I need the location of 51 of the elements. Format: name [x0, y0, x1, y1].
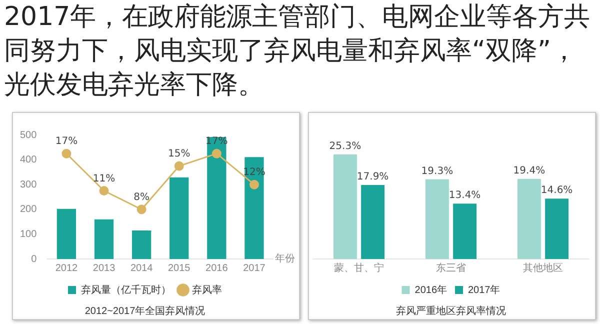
- legend-label: 弃风量（亿千瓦时）: [81, 284, 171, 296]
- bar: [94, 219, 114, 259]
- bar: [56, 208, 76, 259]
- data-label: 19.4%: [513, 165, 546, 176]
- data-label: 19.3%: [421, 166, 454, 177]
- bar: [170, 177, 189, 259]
- bar: [333, 154, 357, 259]
- data-label: 17%: [55, 136, 78, 148]
- point: [62, 148, 72, 158]
- y-tick-label: 500: [20, 130, 38, 141]
- data-label: 11%: [92, 173, 116, 184]
- x-axis-title: 年份: [275, 252, 295, 265]
- bar: [132, 230, 152, 259]
- bar: [244, 157, 264, 259]
- data-label: 8%: [134, 192, 150, 203]
- bar: [517, 178, 541, 259]
- x-tick-label: 2016: [206, 262, 228, 274]
- y-tick-label: 400: [20, 154, 38, 166]
- y-tick-label: 0: [31, 254, 38, 265]
- point: [212, 148, 222, 158]
- x-tick-label: 2014: [130, 262, 154, 274]
- data-label: 14.6%: [540, 185, 573, 196]
- data-label: 13.4%: [448, 190, 481, 202]
- bar: [207, 136, 226, 259]
- point: [99, 186, 109, 196]
- bar: [361, 185, 385, 259]
- text: 弃风严重地区弃风率情况: [396, 304, 506, 317]
- bar: [545, 198, 569, 259]
- y-tick-label: 300: [20, 179, 38, 190]
- text: 2012~2017年全国弃风情况: [84, 304, 206, 317]
- point: [249, 180, 259, 190]
- x-tick-label: 2017: [243, 262, 266, 274]
- x-tick-label: 其他地区: [523, 262, 563, 274]
- legend-label: 弃风率: [192, 284, 222, 296]
- data-label: 17.9%: [356, 172, 389, 183]
- legend-label: 2016年: [414, 284, 448, 296]
- x-tick-label: 2013: [92, 262, 116, 274]
- text: 2017年，在政府能源主管部门、电网企业等各方共同努力下，风电实现了弃风电量和弃风率“双降”，光伏发电弃光率下降。: [4, 1, 592, 102]
- x-tick-label: 东三省: [436, 262, 466, 274]
- y-tick-label: 200: [20, 204, 38, 216]
- x-tick-label: 2012: [55, 262, 78, 274]
- x-tick-label: 2015: [168, 262, 191, 274]
- y-tick-label: 100: [20, 228, 38, 240]
- bar: [425, 179, 449, 259]
- data-label: 25.3%: [329, 141, 362, 152]
- legend-label: 2017年: [468, 284, 500, 296]
- data-label: 15%: [168, 148, 190, 160]
- point: [136, 204, 146, 214]
- point: [174, 161, 184, 171]
- x-tick-label: 蒙、甘、宁: [334, 262, 384, 274]
- bar: [453, 204, 477, 259]
